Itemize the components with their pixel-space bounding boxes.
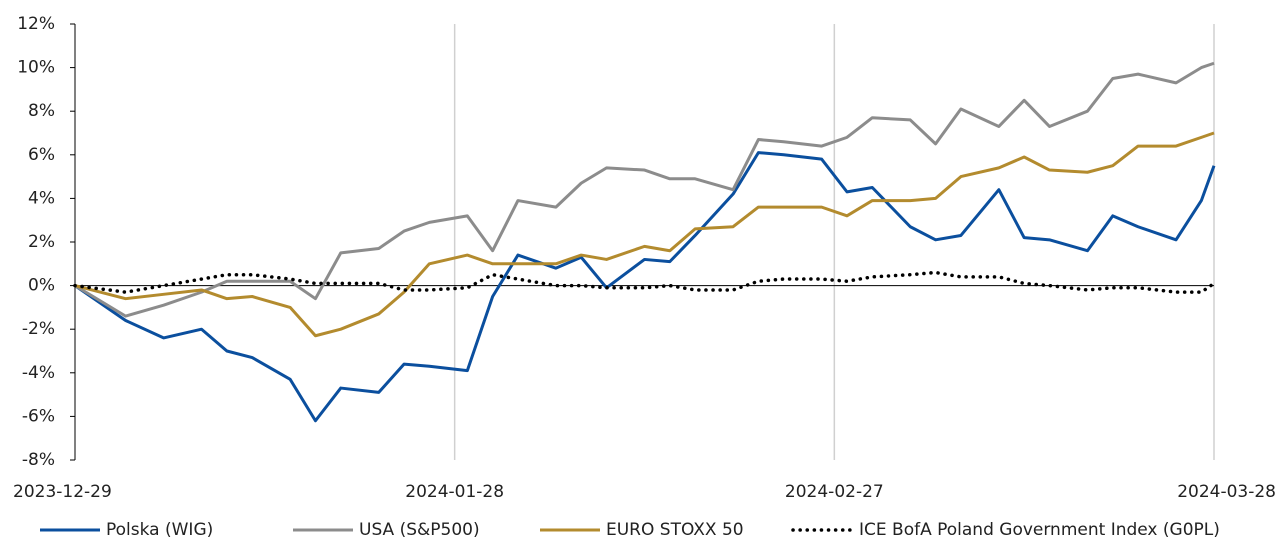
y-tick-label: 0% <box>28 276 55 296</box>
x-tick-label: 2024-03-28 <box>1177 482 1276 502</box>
y-tick-label: 6% <box>28 145 55 165</box>
x-tick-label: 2024-01-28 <box>405 482 504 502</box>
y-tick-label: -8% <box>22 450 55 470</box>
series-line <box>74 61 1215 318</box>
x-tick-label: 2024-02-27 <box>785 482 884 502</box>
y-tick-label: -4% <box>22 363 55 383</box>
y-tick-label: -6% <box>22 406 55 426</box>
legend-label: USA (S&P500) <box>359 520 480 540</box>
legend-label: ICE BofA Poland Government Index (G0PL) <box>859 520 1220 540</box>
series-line <box>74 131 1215 338</box>
x-tick-label: 2023-12-29 <box>13 482 112 502</box>
y-tick-label: 2% <box>28 232 55 252</box>
y-tick-label: -2% <box>22 319 55 339</box>
series-line <box>73 270 1216 294</box>
y-tick-label: 12% <box>17 14 55 34</box>
y-tick-label: 4% <box>28 188 55 208</box>
y-tick-label: 8% <box>28 101 55 121</box>
legend-label: Polska (WIG) <box>106 520 213 540</box>
series-line <box>74 151 1216 423</box>
y-tick-label: 10% <box>17 58 55 78</box>
legend-label: EURO STOXX 50 <box>606 520 744 540</box>
